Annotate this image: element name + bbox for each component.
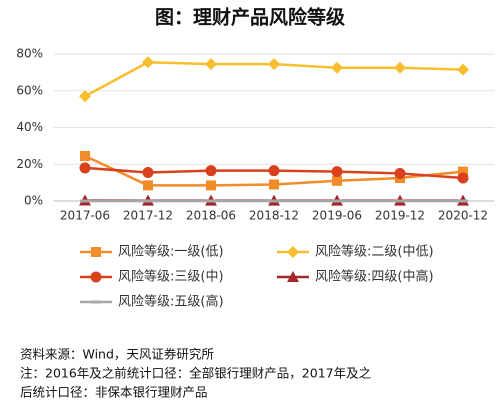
marker — [80, 150, 90, 161]
marker — [394, 167, 406, 179]
marker — [331, 61, 343, 74]
marker — [395, 199, 405, 203]
marker — [90, 271, 102, 283]
marker — [205, 165, 217, 177]
legend-label: 风险等级:五级(高) — [118, 294, 224, 310]
marker — [79, 162, 91, 174]
y-tick-label: 0% — [24, 194, 43, 208]
marker — [268, 165, 280, 177]
marker — [142, 167, 154, 179]
legend-label: 风险等级:四级(中高) — [315, 269, 434, 285]
legend-label: 风险等级:一级(低) — [118, 244, 224, 260]
marker — [206, 199, 216, 203]
marker — [205, 58, 217, 71]
marker — [458, 199, 468, 203]
x-tick-label: 2017-12 — [123, 209, 173, 223]
marker — [394, 61, 406, 74]
marker — [91, 247, 101, 257]
marker — [457, 172, 469, 184]
marker — [268, 58, 280, 71]
marker — [287, 246, 299, 258]
marker — [331, 166, 343, 178]
marker — [458, 166, 468, 177]
marker — [457, 63, 469, 76]
x-tick-label: 2019-06 — [312, 209, 362, 223]
y-tick-label: 20% — [16, 157, 43, 171]
note: 后统计口径：非保本银行理财产品 — [20, 385, 208, 400]
marker — [332, 175, 342, 186]
marker — [80, 199, 90, 203]
marker — [206, 180, 216, 191]
y-tick-label: 40% — [16, 120, 43, 134]
legend-label: 风险等级:二级(中低) — [315, 244, 434, 260]
marker — [287, 271, 299, 282]
y-tick-label: 80% — [16, 47, 43, 61]
marker — [143, 180, 153, 191]
x-tick-label: 2017-06 — [60, 209, 110, 223]
marker — [91, 300, 101, 304]
x-tick-label: 2018-12 — [249, 209, 299, 223]
y-tick-label: 60% — [16, 83, 43, 97]
chart-title: 图：理财产品风险等级 — [155, 6, 345, 29]
marker — [142, 56, 154, 69]
marker — [143, 199, 153, 203]
note: 注：2016年及之前统计口径：全部银行理财产品，2017年及之 — [20, 366, 372, 381]
marker — [79, 90, 91, 103]
legend-label: 风险等级:三级(中) — [118, 269, 224, 285]
marker — [269, 179, 279, 190]
x-tick-label: 2018-06 — [186, 209, 236, 223]
x-tick-label: 2019-12 — [375, 209, 425, 223]
x-tick-label: 2020-12 — [438, 209, 488, 223]
marker — [269, 199, 279, 203]
marker — [332, 199, 342, 203]
note: 资料来源：Wind，天风证券研究所 — [20, 347, 214, 362]
